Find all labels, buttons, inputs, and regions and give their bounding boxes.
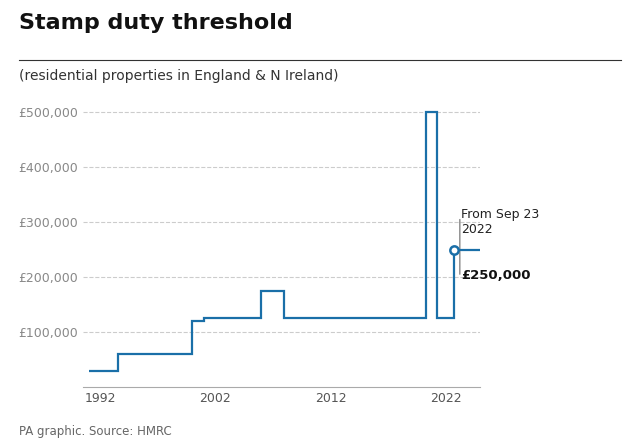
Text: £250,000: £250,000	[461, 269, 531, 282]
Text: Stamp duty threshold: Stamp duty threshold	[19, 13, 293, 33]
Text: PA graphic. Source: HMRC: PA graphic. Source: HMRC	[19, 425, 172, 438]
Text: (residential properties in England & N Ireland): (residential properties in England & N I…	[19, 69, 339, 83]
Text: From Sep 23
2022: From Sep 23 2022	[461, 208, 540, 236]
